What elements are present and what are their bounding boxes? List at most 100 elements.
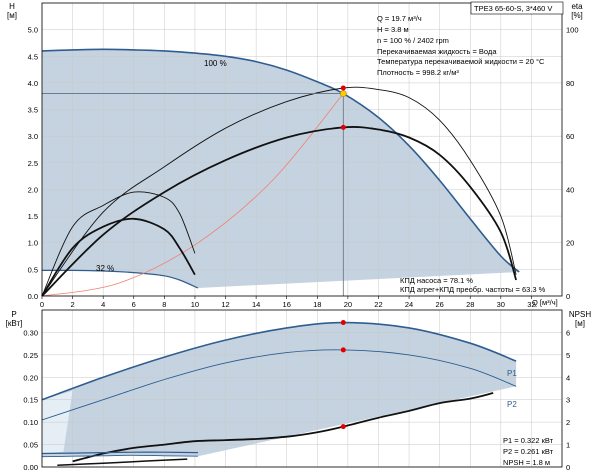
x-tick-label: 14 (252, 300, 260, 309)
eta-tick-label: 80 (566, 79, 574, 88)
h-tick-label: 4.5 (28, 52, 38, 61)
efficiency-info: КПД насоса = 78.1 % КПД агрег+КПД преобр… (400, 276, 546, 294)
series-label-p2: P2 (507, 400, 517, 409)
q-axis-label: Q [м³/ч] (532, 298, 558, 307)
p-tick-label: 0.05 (23, 441, 38, 450)
curve-label-100pct: 100 % (204, 59, 227, 68)
x-tick-label: 0 (40, 300, 44, 309)
h-tick-label: 1.5 (28, 212, 38, 221)
axes-frame-top (41, 2, 563, 297)
curve-h-32pct (41, 269, 199, 289)
curve-eta-pump-100pct (41, 86, 517, 297)
x-tick-label: 20 (344, 300, 352, 309)
npsh-tick-label: 5 (566, 351, 570, 360)
x-tick-label: 32 (527, 300, 535, 309)
info-line: H = 3.8 м (377, 25, 409, 34)
eta-axis-unit: [%] (571, 11, 583, 20)
info-line: Перекачиваемая жидкость = Вода (377, 47, 497, 56)
h-tick-label: 3.5 (28, 106, 38, 115)
info-line: n = 100 % / 2402 rpm (377, 36, 449, 45)
power-line: P2 = 0.261 кВт (503, 447, 554, 456)
npsh-tick-label: 2 (566, 418, 570, 427)
h-axis-unit: [м] (7, 11, 17, 20)
curve-p2-32pct (41, 454, 199, 458)
duty-point-dot (339, 90, 347, 97)
h-tick-label: 1.0 (28, 239, 38, 248)
duty-point-info: Q = 19.7 м³/ч H = 3.8 м n = 100 % / 2402… (377, 14, 545, 77)
curve-system (41, 93, 344, 297)
npsh-axis-unit: [м] (575, 319, 585, 328)
efficiency-line: КПД насоса = 78.1 % (400, 276, 473, 285)
p-tick-label: 0.20 (23, 373, 38, 382)
h-tick-label: 0.0 (28, 292, 38, 301)
curve-layer (41, 48, 520, 466)
eta-tick-label: 40 (566, 185, 574, 194)
duty-point-layer (339, 85, 347, 430)
efficiency-line: КПД агрег+КПД преобр. частоты = 63.3 % (400, 285, 546, 294)
h-tick-label: 3.0 (28, 132, 38, 141)
power-info: P1 = 0.322 кВт P2 = 0.261 кВт NPSH = 1.8… (503, 436, 554, 467)
duty-point-dot (340, 347, 346, 353)
curve-p2-100pct (41, 349, 517, 421)
h-tick-label: 2.5 (28, 159, 38, 168)
axes-layer: 0 2 4 6 8 10 12 14 16 18 20 22 24 26 28 30 320.00.51.01.… (23, 2, 579, 472)
x-tick-label: 16 (283, 300, 291, 309)
p-tick-label: 0.00 (23, 463, 38, 472)
duty-point-dot (340, 424, 346, 430)
h-tick-label: 5.0 (28, 26, 38, 35)
power-line: P1 = 0.322 кВт (503, 436, 554, 445)
p-tick-label: 0.30 (23, 328, 38, 337)
p-axis-unit: [кВт] (6, 319, 23, 328)
eta-axis-symbol: eta (571, 2, 583, 11)
npsh-tick-label: 3 (566, 396, 570, 405)
info-line: Температура перекачиваемой жидкости = 20… (377, 57, 545, 66)
p-tick-label: 0.25 (23, 351, 38, 360)
series-label-p1: P1 (507, 369, 517, 378)
p-tick-label: 0.10 (23, 418, 38, 427)
curve-npsh-32pct (57, 458, 188, 466)
p-tick-label: 0.15 (23, 396, 38, 405)
x-tick-label: 22 (374, 300, 382, 309)
npsh-tick-label: 1 (566, 441, 570, 450)
npsh-tick-label: 0 (566, 463, 570, 472)
x-tick-label: 28 (466, 300, 474, 309)
x-tick-label: 26 (435, 300, 443, 309)
info-line: Q = 19.7 м³/ч (377, 14, 422, 23)
product-label: TPE3 65-60-S, 3*460 V (474, 4, 552, 13)
operating-area-bottom (42, 322, 517, 457)
p-axis-symbol: P (11, 310, 16, 319)
eta-tick-label: 100 (566, 26, 579, 35)
operating-area-top (42, 49, 520, 289)
area-layer (42, 49, 520, 457)
x-tick-label: 12 (221, 300, 229, 309)
eta-tick-label: 60 (566, 132, 574, 141)
duty-point-dot (340, 124, 346, 130)
curve-p1-100pct (41, 321, 517, 401)
x-tick-label: 24 (405, 300, 413, 309)
eta-tick-label: 20 (566, 239, 574, 248)
curve-eta-total-100pct (41, 126, 517, 297)
power-line: NPSH = 1.8 м (503, 458, 550, 467)
npsh-tick-label: 6 (566, 328, 570, 337)
npsh-axis-symbol: NPSH (569, 310, 591, 319)
h-axis-symbol: H (9, 2, 15, 11)
curve-p1-32pct (41, 451, 199, 455)
curve-label-32pct: 32 % (96, 264, 114, 273)
curve-eta-total-32pct (41, 217, 196, 297)
product-label-box (470, 1, 564, 15)
info-line: Плотность = 998.2 кг/м³ (377, 68, 459, 77)
x-tick-label: 6 (132, 300, 136, 309)
x-tick-label: 8 (162, 300, 166, 309)
duty-point-dot (340, 320, 346, 326)
x-tick-label: 10 (191, 300, 199, 309)
eta-tick-label: 0 (566, 292, 570, 301)
h-tick-label: 2.0 (28, 185, 38, 194)
curve-eta-pump-32pct (41, 191, 196, 297)
duty-point-dot (340, 85, 346, 91)
x-tick-label: 2 (71, 300, 75, 309)
axes-frame-bottom (41, 309, 563, 468)
h-tick-label: 0.5 (28, 265, 38, 274)
x-tick-label: 4 (101, 300, 105, 309)
